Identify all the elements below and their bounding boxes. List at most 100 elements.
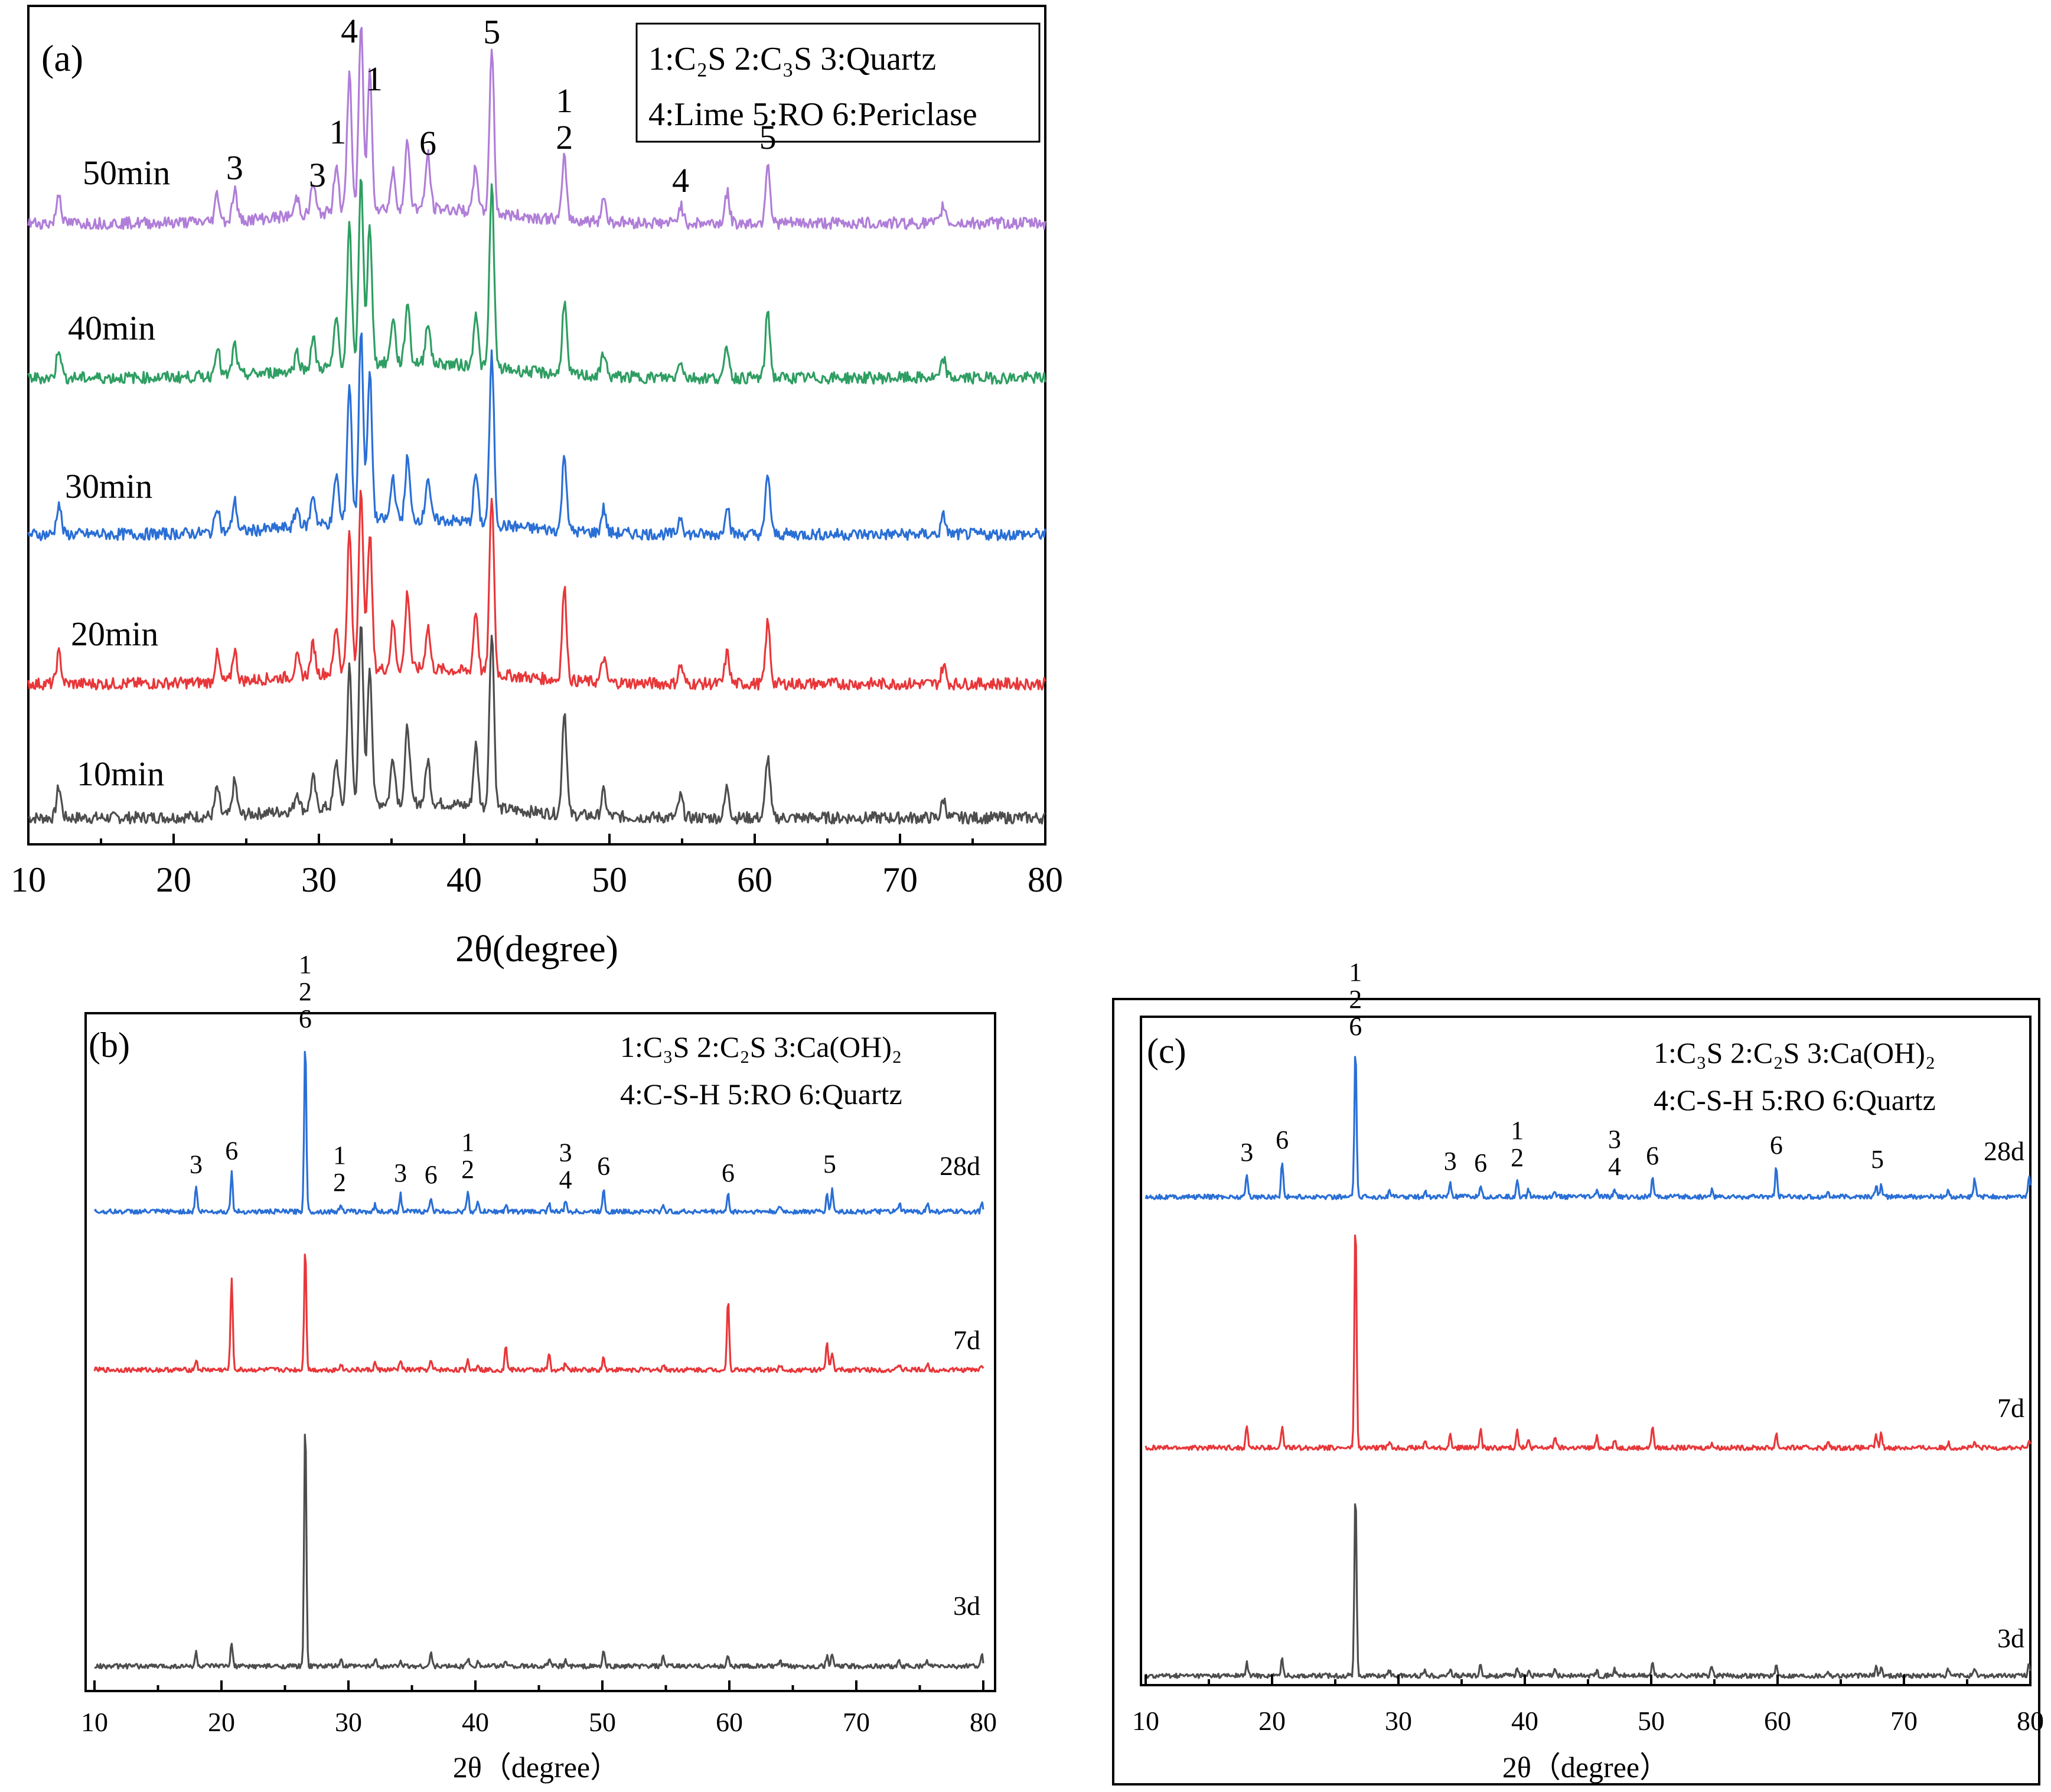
panel-a-tick-label-80: 80	[1028, 860, 1063, 899]
panel-b-xlabel: 2θ（degree）	[453, 1751, 619, 1784]
panel-a-tick-label-60: 60	[737, 860, 772, 899]
panel-c-tick-label-10: 10	[1132, 1706, 1159, 1736]
panel-a-peak-annotation: 1	[329, 113, 346, 151]
panel-c-peak-annotation: 3	[1444, 1147, 1457, 1176]
panel-c-frame	[1140, 1016, 2032, 1686]
panel-b-tick-label-60: 60	[716, 1707, 743, 1737]
panel-b-tick-label-70: 70	[843, 1707, 870, 1737]
panel-c-tick-label-60: 60	[1764, 1706, 1791, 1736]
panel-c-peak-annotation: 6	[1276, 1125, 1289, 1154]
panel-a-peak-annotation: 4	[672, 161, 689, 200]
panel-b-legend-line-2: 4:C-S-H 5:RO 6:Quartz	[620, 1078, 902, 1111]
panel-a-tick-label-30: 30	[301, 860, 337, 899]
panel-a-label: (a)	[41, 37, 83, 79]
panel-c-trace-28d	[1144, 1056, 2032, 1200]
panel-c-tick-label-20: 20	[1258, 1706, 1286, 1736]
panel-c-peak-annotation: 6	[1646, 1141, 1659, 1170]
panel-a-peak-annotation: 3	[226, 148, 243, 187]
panel-b-peak-annotation: 5	[823, 1150, 836, 1179]
panel-a-trace-10min	[28, 626, 1046, 825]
panel-b-peak-annotation: 6	[722, 1158, 735, 1187]
panel-c-tick-label-40: 40	[1511, 1706, 1538, 1736]
panel-b-legend-line-1: 1:C₃S 2:C₂S 3:Ca(OH)₂	[620, 1030, 902, 1063]
panel-a-legend-box	[635, 22, 1041, 143]
panel-b-trace-3d	[94, 1434, 984, 1670]
panel-b-frame	[84, 1012, 996, 1692]
panel-a-peak-annotation: 4	[341, 12, 358, 50]
panel-c: (c) 1:C₃S 2:C₂S 3:Ca(OH)₂ 4:C-S-H 5:RO 6…	[1112, 958, 2044, 1786]
panel-b-peak-annotation: 2	[461, 1155, 474, 1184]
panel-a-series-label-50min: 50min	[83, 154, 170, 192]
panel-b-peak-annotation: 2	[333, 1168, 346, 1197]
panel-c-peak-annotation: 5	[1871, 1145, 1884, 1174]
panel-c-peak-annotation: 6	[1474, 1148, 1487, 1177]
panel-a-tick-label-70: 70	[882, 860, 918, 899]
panel-b-peak-annotation: 6	[225, 1136, 238, 1165]
panel-b-trace-7d	[93, 1254, 984, 1373]
panel-a-series-label-10min: 10min	[77, 755, 164, 793]
panel-a-trace-20min	[27, 489, 1046, 691]
panel-b-peak-annotation: 3	[559, 1138, 572, 1167]
panel-c-peak-annotation: 2	[1349, 985, 1362, 1014]
panel-a-peak-annotation: 1	[556, 81, 573, 120]
panel-a-peak-annotation: 3	[309, 156, 326, 194]
panel-b-series-label-28d: 28d	[940, 1151, 980, 1181]
panel-a-peak-annotation: 1	[366, 60, 383, 98]
panel-a: (a) 1:C₂S 2:C₃S 3:Quartz 4:Lime 5:RO 6:P…	[11, 5, 1063, 970]
panel-c-tick-label-70: 70	[1890, 1706, 1918, 1736]
panel-b-peak-annotation: 6	[597, 1151, 610, 1180]
panel-b-peak-annotation: 3	[190, 1150, 203, 1179]
panel-a-legend-line-2: 4:Lime 5:RO 6:Periclase	[648, 96, 977, 133]
panel-c-outer-border	[1112, 998, 2040, 1786]
panel-a-peak-annotation: 5	[483, 12, 500, 51]
panel-a-legend-line-1: 1:C₂S 2:C₃S 3:Quartz	[648, 41, 936, 77]
panel-b-peak-annotation: 6	[425, 1160, 438, 1189]
panel-c-peak-annotation: 3	[1240, 1138, 1253, 1167]
panel-a-trace-30min	[27, 332, 1046, 541]
panel-c-peak-annotation: 6	[1770, 1131, 1783, 1160]
panel-c-xlabel: 2θ（degree）	[1502, 1751, 1669, 1784]
panel-a-series-label-30min: 30min	[65, 467, 152, 505]
panel-c-peak-annotation: 1	[1511, 1116, 1524, 1145]
panel-b-peak-annotation: 1	[299, 950, 312, 979]
panel-a-peak-annotation: 5	[759, 118, 777, 156]
panel-c-trace-3d	[1144, 1503, 2032, 1679]
panel-a-series-label-40min: 40min	[68, 309, 155, 347]
panel-c-peak-annotation: 3	[1608, 1125, 1621, 1154]
panel-b-peak-annotation: 1	[333, 1141, 346, 1170]
panel-b-peak-annotation: 4	[559, 1166, 572, 1194]
panel-b-tick-label-80: 80	[970, 1707, 997, 1737]
panel-b-peak-annotation: 3	[394, 1158, 407, 1187]
panel-b-tick-label-20: 20	[208, 1707, 235, 1737]
panel-c-peak-annotation: 4	[1608, 1152, 1621, 1181]
panel-a-peak-annotation: 6	[419, 124, 436, 162]
panel-a-trace-50min	[27, 27, 1046, 230]
panel-a-tick-label-20: 20	[156, 860, 191, 899]
panel-a-tick-label-50: 50	[592, 860, 627, 899]
panel-c-tick-label-50: 50	[1638, 1706, 1665, 1736]
panel-c-series-label-28d: 28d	[1984, 1136, 2024, 1166]
panel-c-tick-label-30: 30	[1385, 1706, 1412, 1736]
panel-b-tick-label-10: 10	[81, 1707, 108, 1737]
panel-a-tick-label-40: 40	[446, 860, 482, 899]
panel-b-tick-label-50: 50	[589, 1707, 616, 1737]
panel-b-tick-label-30: 30	[335, 1707, 362, 1737]
panel-a-xlabel: 2θ(degree)	[455, 928, 618, 970]
panel-b-peak-annotation: 2	[299, 977, 312, 1006]
panel-a-legend: 1:C₂S 2:C₃S 3:Quartz 4:Lime 5:RO 6:Peric…	[635, 22, 1041, 143]
panel-c-legend-line-2: 4:C-S-H 5:RO 6:Quartz	[1654, 1083, 1936, 1117]
panel-c-peak-annotation: 1	[1349, 958, 1362, 987]
panel-a-tick-label-10: 10	[11, 860, 46, 899]
panel-c-series-label-7d: 7d	[1997, 1393, 2024, 1423]
panel-b-series-label-7d: 7d	[953, 1325, 980, 1355]
panel-c-series-label-3d: 3d	[1997, 1623, 2024, 1653]
panel-c-label: (c)	[1147, 1032, 1186, 1070]
panel-a-series-label-20min: 20min	[71, 615, 158, 653]
panel-b-label: (b)	[89, 1026, 130, 1065]
panel-c-tick-label-80: 80	[2017, 1706, 2044, 1736]
panel-c-peak-annotation: 2	[1511, 1143, 1524, 1172]
panel-a-trace-40min	[27, 179, 1046, 385]
panel-a-peak-annotation: 2	[556, 118, 573, 156]
panel-b-peak-annotation: 6	[299, 1004, 312, 1033]
